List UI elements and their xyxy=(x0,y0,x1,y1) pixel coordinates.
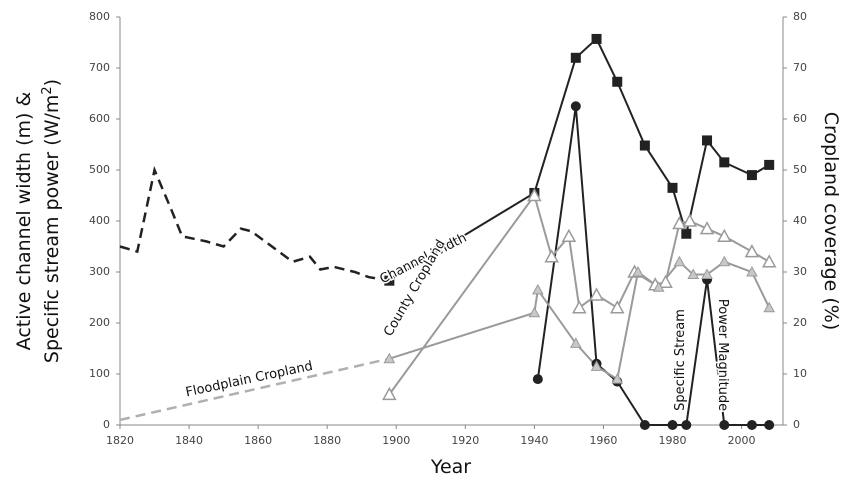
square-marker xyxy=(667,182,678,193)
y2-tick-label: 50 xyxy=(793,163,807,176)
triangle-marker xyxy=(718,255,731,267)
circle-marker xyxy=(764,420,775,430)
square-marker xyxy=(591,33,602,44)
triangle-marker xyxy=(561,228,577,243)
triangle-marker xyxy=(701,268,713,280)
y2-tick-label: 20 xyxy=(793,316,807,329)
y2-tick-label: 40 xyxy=(793,214,807,227)
y-tick-label: 500 xyxy=(89,163,110,176)
square-marker xyxy=(570,52,581,63)
y2-tick-label: 80 xyxy=(793,10,807,23)
circle-marker xyxy=(681,420,692,430)
triangle-marker xyxy=(673,255,686,267)
y-tick-label: 100 xyxy=(89,367,110,380)
triangle-marker xyxy=(699,221,715,235)
y2-tick-label: 60 xyxy=(793,112,807,125)
triangle-marker xyxy=(744,244,760,258)
x-tick-label: 1960 xyxy=(589,434,617,447)
x-tick-label: 1820 xyxy=(106,434,134,447)
series-line xyxy=(388,193,770,395)
triangle-marker xyxy=(544,249,559,263)
triangle-marker xyxy=(672,215,687,230)
square-marker xyxy=(681,228,692,239)
square-marker xyxy=(764,159,775,170)
y-axis-label: Specific stream power (W/m2) xyxy=(40,79,63,363)
square-marker xyxy=(719,157,730,168)
circle-marker xyxy=(667,420,678,430)
y2-tick-label: 70 xyxy=(793,61,807,74)
annotation: Specific Stream xyxy=(673,309,688,411)
y-axis-label: Specific stream power (W/m xyxy=(41,95,63,364)
triangle-marker xyxy=(528,306,541,318)
circle-marker xyxy=(746,420,757,430)
triangle-marker xyxy=(383,352,396,364)
triangle-marker xyxy=(763,301,776,313)
square-marker xyxy=(702,135,713,146)
triangle-marker xyxy=(717,228,732,243)
y-tick-label: 400 xyxy=(89,214,110,227)
y-tick-label: 700 xyxy=(89,61,110,74)
y-tick-label: 300 xyxy=(89,265,110,278)
triangle-marker xyxy=(682,213,698,227)
x-tick-label: 1980 xyxy=(659,434,687,447)
triangle-marker xyxy=(531,283,544,295)
y-tick-label: 0 xyxy=(103,418,110,431)
triangle-marker xyxy=(589,287,604,301)
triangle-marker xyxy=(632,265,644,277)
triangle-marker xyxy=(590,360,603,371)
y-tick-label: 800 xyxy=(89,10,110,23)
y2-axis-label: Cropland coverage (%) xyxy=(820,112,842,331)
y2-tick-label: 10 xyxy=(793,367,807,380)
triangle-marker xyxy=(382,386,397,401)
annotation: Power Magnitude xyxy=(715,299,730,411)
x-axis-label: Year xyxy=(430,456,471,478)
triangle-marker xyxy=(746,265,758,277)
circle-marker xyxy=(639,420,650,430)
y-tick-label: 200 xyxy=(89,316,110,329)
x-tick-label: 1920 xyxy=(451,434,479,447)
triangle-marker xyxy=(569,337,582,348)
circle-marker xyxy=(570,101,581,112)
circle-marker xyxy=(532,374,543,385)
x-tick-label: 1880 xyxy=(313,434,341,447)
x-tick-label: 2000 xyxy=(728,434,756,447)
series-line xyxy=(119,357,390,422)
y-axis-label: ) xyxy=(41,79,63,86)
x-tick-label: 1940 xyxy=(520,434,548,447)
x-tick-label: 1900 xyxy=(382,434,410,447)
annotation: County Cropland xyxy=(381,237,448,339)
square-marker xyxy=(746,170,757,181)
triangle-marker xyxy=(527,187,542,202)
x-tick-label: 1860 xyxy=(244,434,272,447)
square-marker xyxy=(612,76,623,87)
triangle-marker xyxy=(658,274,673,288)
y2-tick-label: 30 xyxy=(793,265,807,278)
circle-marker xyxy=(719,420,730,430)
y-axis-label: Active channel width (m) & xyxy=(13,92,35,351)
x-tick-label: 1840 xyxy=(175,434,203,447)
triangle-marker xyxy=(687,268,700,280)
triangle-marker xyxy=(652,281,665,292)
y-tick-label: 600 xyxy=(89,112,110,125)
triangle-marker xyxy=(611,373,624,384)
triangle-marker xyxy=(609,300,625,314)
series-line xyxy=(119,165,390,282)
triangle-marker xyxy=(761,254,777,268)
y-axis-label-sup: 2 xyxy=(40,86,55,94)
square-marker xyxy=(639,140,650,151)
y2-tick-label: 0 xyxy=(793,418,800,431)
square-marker xyxy=(384,275,395,286)
triangle-marker xyxy=(572,300,587,314)
